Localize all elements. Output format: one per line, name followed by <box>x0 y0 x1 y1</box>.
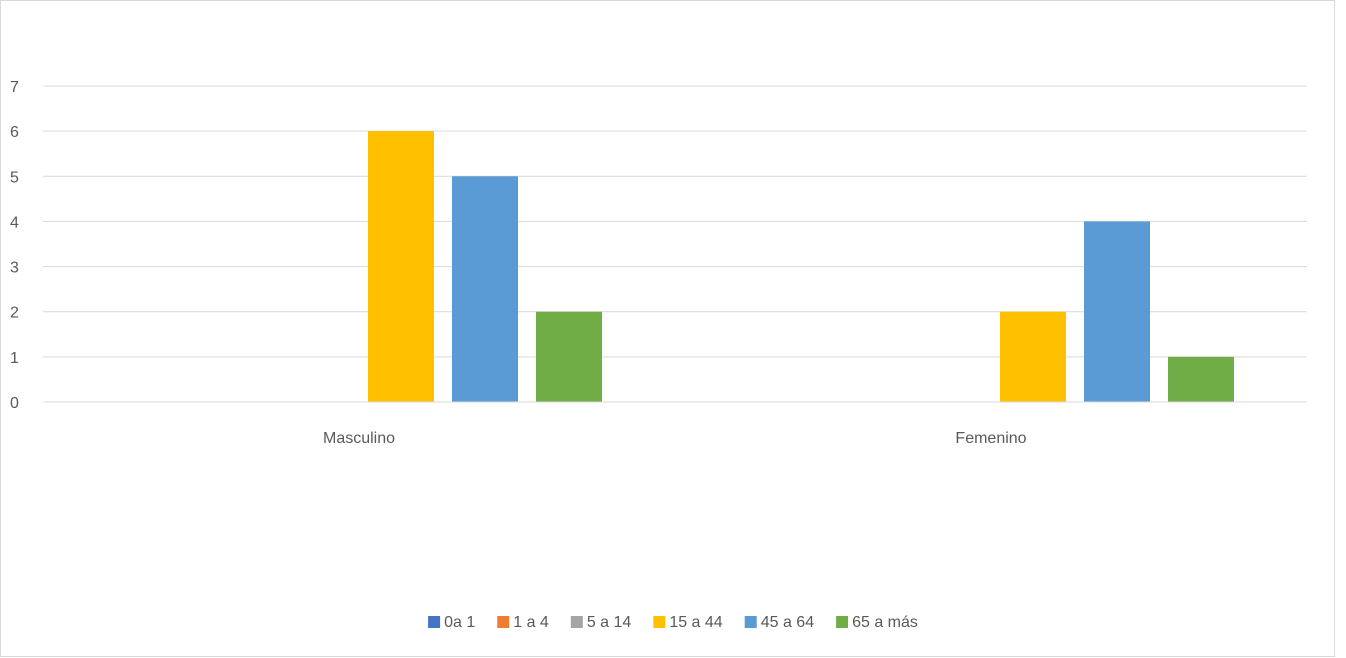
legend-item: 1 a 4 <box>497 614 549 631</box>
legend-item: 15 a 44 <box>653 614 723 631</box>
legend-label: 5 a 14 <box>587 614 632 631</box>
y-tick-label: 2 <box>10 305 19 322</box>
bars <box>368 131 1234 402</box>
x-axis: Masculino Femenino <box>43 401 1307 447</box>
y-tick-label: 4 <box>10 214 19 231</box>
legend-swatch <box>570 616 583 628</box>
legend-swatch <box>836 616 849 628</box>
bar <box>452 176 518 402</box>
bar <box>1084 221 1150 402</box>
bar <box>536 311 602 402</box>
legend-item: 0a 1 <box>428 614 475 631</box>
y-tick-label: 5 <box>10 169 19 186</box>
legend-label: 1 a 4 <box>513 614 549 631</box>
y-tick-label: 0 <box>10 395 19 412</box>
x-tick-label: Masculino <box>323 430 395 447</box>
legend-label: 15 a 44 <box>669 614 722 631</box>
y-tick-label: 6 <box>10 124 19 141</box>
bar <box>1168 356 1234 402</box>
legend-swatch <box>653 616 666 628</box>
legend-swatch <box>428 616 441 628</box>
bar <box>1000 311 1066 402</box>
y-tick-label: 1 <box>10 350 19 367</box>
y-tick-label: 7 <box>10 79 19 96</box>
legend: 0a 1 1 a 4 5 a 14 15 a 44 45 a 64 65 a más <box>428 614 918 631</box>
bar <box>368 131 434 402</box>
y-tick-label: 3 <box>10 260 19 277</box>
legend-item: 45 a 64 <box>744 614 814 631</box>
legend-item: 5 a 14 <box>570 614 632 631</box>
legend-swatch <box>744 616 757 628</box>
x-tick-label: Femenino <box>955 430 1026 447</box>
legend-label: 45 a 64 <box>761 614 814 631</box>
legend-swatch <box>497 616 510 628</box>
legend-item: 65 a más <box>836 614 918 631</box>
y-axis-ticks: 0 1 2 3 4 5 6 7 <box>10 79 19 412</box>
legend-label: 65 a más <box>852 614 918 631</box>
legend-label: 0a 1 <box>444 614 475 631</box>
